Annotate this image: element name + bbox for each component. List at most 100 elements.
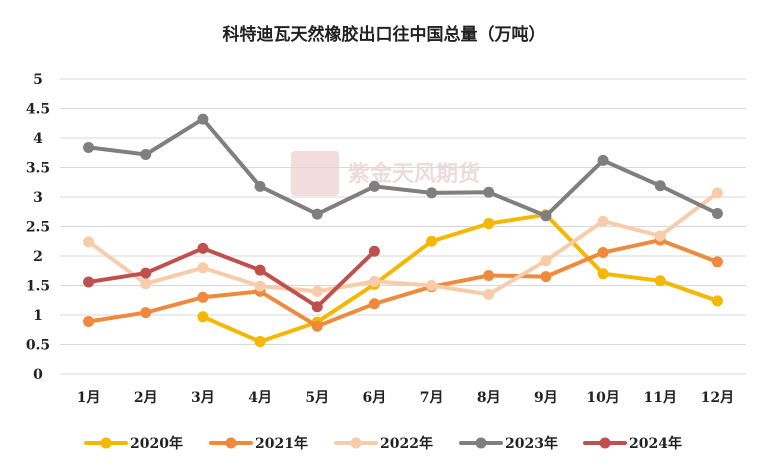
data-point [83,236,95,248]
data-point [254,336,266,348]
data-point [140,307,152,319]
legend: 2020年 2021年 2022年 2023年 2024年 [84,435,682,452]
legend-item: 2021年 [209,435,308,452]
data-point [311,320,323,332]
series-line [86,190,720,297]
y-axis: 0 0.5 1 1.5 2 2.5 3 3.5 4 4.5 5 [26,72,50,383]
data-point [368,245,380,257]
legend-swatch-marker [225,437,237,449]
legend-label: 2020年 [130,435,183,452]
data-point [83,276,95,288]
data-point [483,186,495,198]
legend-swatch-marker [100,437,112,449]
data-point [711,187,723,199]
x-tick-label: 6月 [363,390,387,406]
x-tick-label: 3月 [191,390,215,406]
series-line [200,212,720,344]
legend-label: 2021年 [255,435,308,452]
y-tick-label: 4 [33,131,43,147]
data-point [711,208,723,220]
data-point [426,235,438,247]
data-point [311,301,323,313]
data-point [197,311,209,323]
legend-item: 2023年 [459,435,558,452]
chart-title: 科特迪瓦天然橡胶出口往中国总量（万吨） [223,24,546,45]
data-point [654,230,666,242]
data-point [711,256,723,268]
x-tick-label: 4月 [248,390,272,406]
x-tick-label: 10月 [586,390,619,406]
legend-label: 2022年 [380,435,433,452]
data-point [254,180,266,192]
x-axis: 1月 2月 3月 4月 5月 6月 7月 8月 9月 10月 11月 12月 [77,390,734,406]
watermark: 紫金天风期货 [291,151,480,196]
grid [60,78,746,375]
data-point [197,291,209,303]
legend-item: 2022年 [334,435,433,452]
x-tick-label: 11月 [644,390,677,406]
series-line [86,238,720,329]
data-point [540,255,552,267]
legend-label: 2023年 [505,435,558,452]
data-point [140,278,152,290]
data-point [140,267,152,279]
x-tick-label: 12月 [701,390,734,406]
data-point [654,275,666,287]
data-point [197,262,209,274]
data-point [197,113,209,125]
data-point [540,271,552,283]
data-point [597,215,609,227]
legend-item: 2024年 [583,435,682,452]
data-point [140,149,152,161]
data-point [597,154,609,166]
data-point [311,208,323,220]
data-point [83,315,95,327]
y-tick-label: 5 [33,72,43,88]
y-tick-label: 4.5 [26,102,50,118]
data-point [540,210,552,222]
data-point [311,285,323,297]
plot-area [83,113,723,348]
y-tick-label: 3 [33,190,43,206]
y-tick-label: 2 [33,249,43,265]
y-tick-label: 2.5 [26,220,50,236]
y-tick-label: 0.5 [26,338,50,354]
data-point [368,180,380,192]
legend-swatch-marker [475,437,487,449]
series-3 [83,113,723,222]
data-point [83,141,95,153]
data-point [597,268,609,280]
data-point [654,180,666,192]
data-point [254,264,266,276]
legend-swatch-marker [599,437,611,449]
x-tick-label: 9月 [534,390,558,406]
data-point [483,218,495,230]
y-tick-label: 1.5 [26,279,50,295]
data-point [426,280,438,291]
series-2 [83,187,723,300]
data-point [368,275,380,287]
data-point [711,295,723,307]
data-point [254,280,266,292]
y-tick-label: 3.5 [26,161,50,177]
data-point [597,246,609,258]
data-point [483,269,495,281]
watermark-text: 紫金天风期货 [348,161,480,187]
x-tick-label: 7月 [420,390,444,406]
x-tick-label: 5月 [305,390,329,406]
data-point [368,298,380,310]
series-4 [83,242,380,313]
watermark-logo-icon [291,151,339,196]
y-tick-label: 1 [33,308,43,324]
series-line [86,117,720,218]
x-tick-label: 8月 [477,390,501,406]
data-point [426,187,438,199]
series-line [86,246,377,309]
legend-item: 2020年 [84,435,183,452]
x-tick-label: 2月 [134,390,158,406]
x-tick-label: 1月 [77,390,101,406]
legend-label: 2024年 [629,435,682,452]
data-point [483,288,495,300]
y-tick-label: 0 [33,367,43,383]
